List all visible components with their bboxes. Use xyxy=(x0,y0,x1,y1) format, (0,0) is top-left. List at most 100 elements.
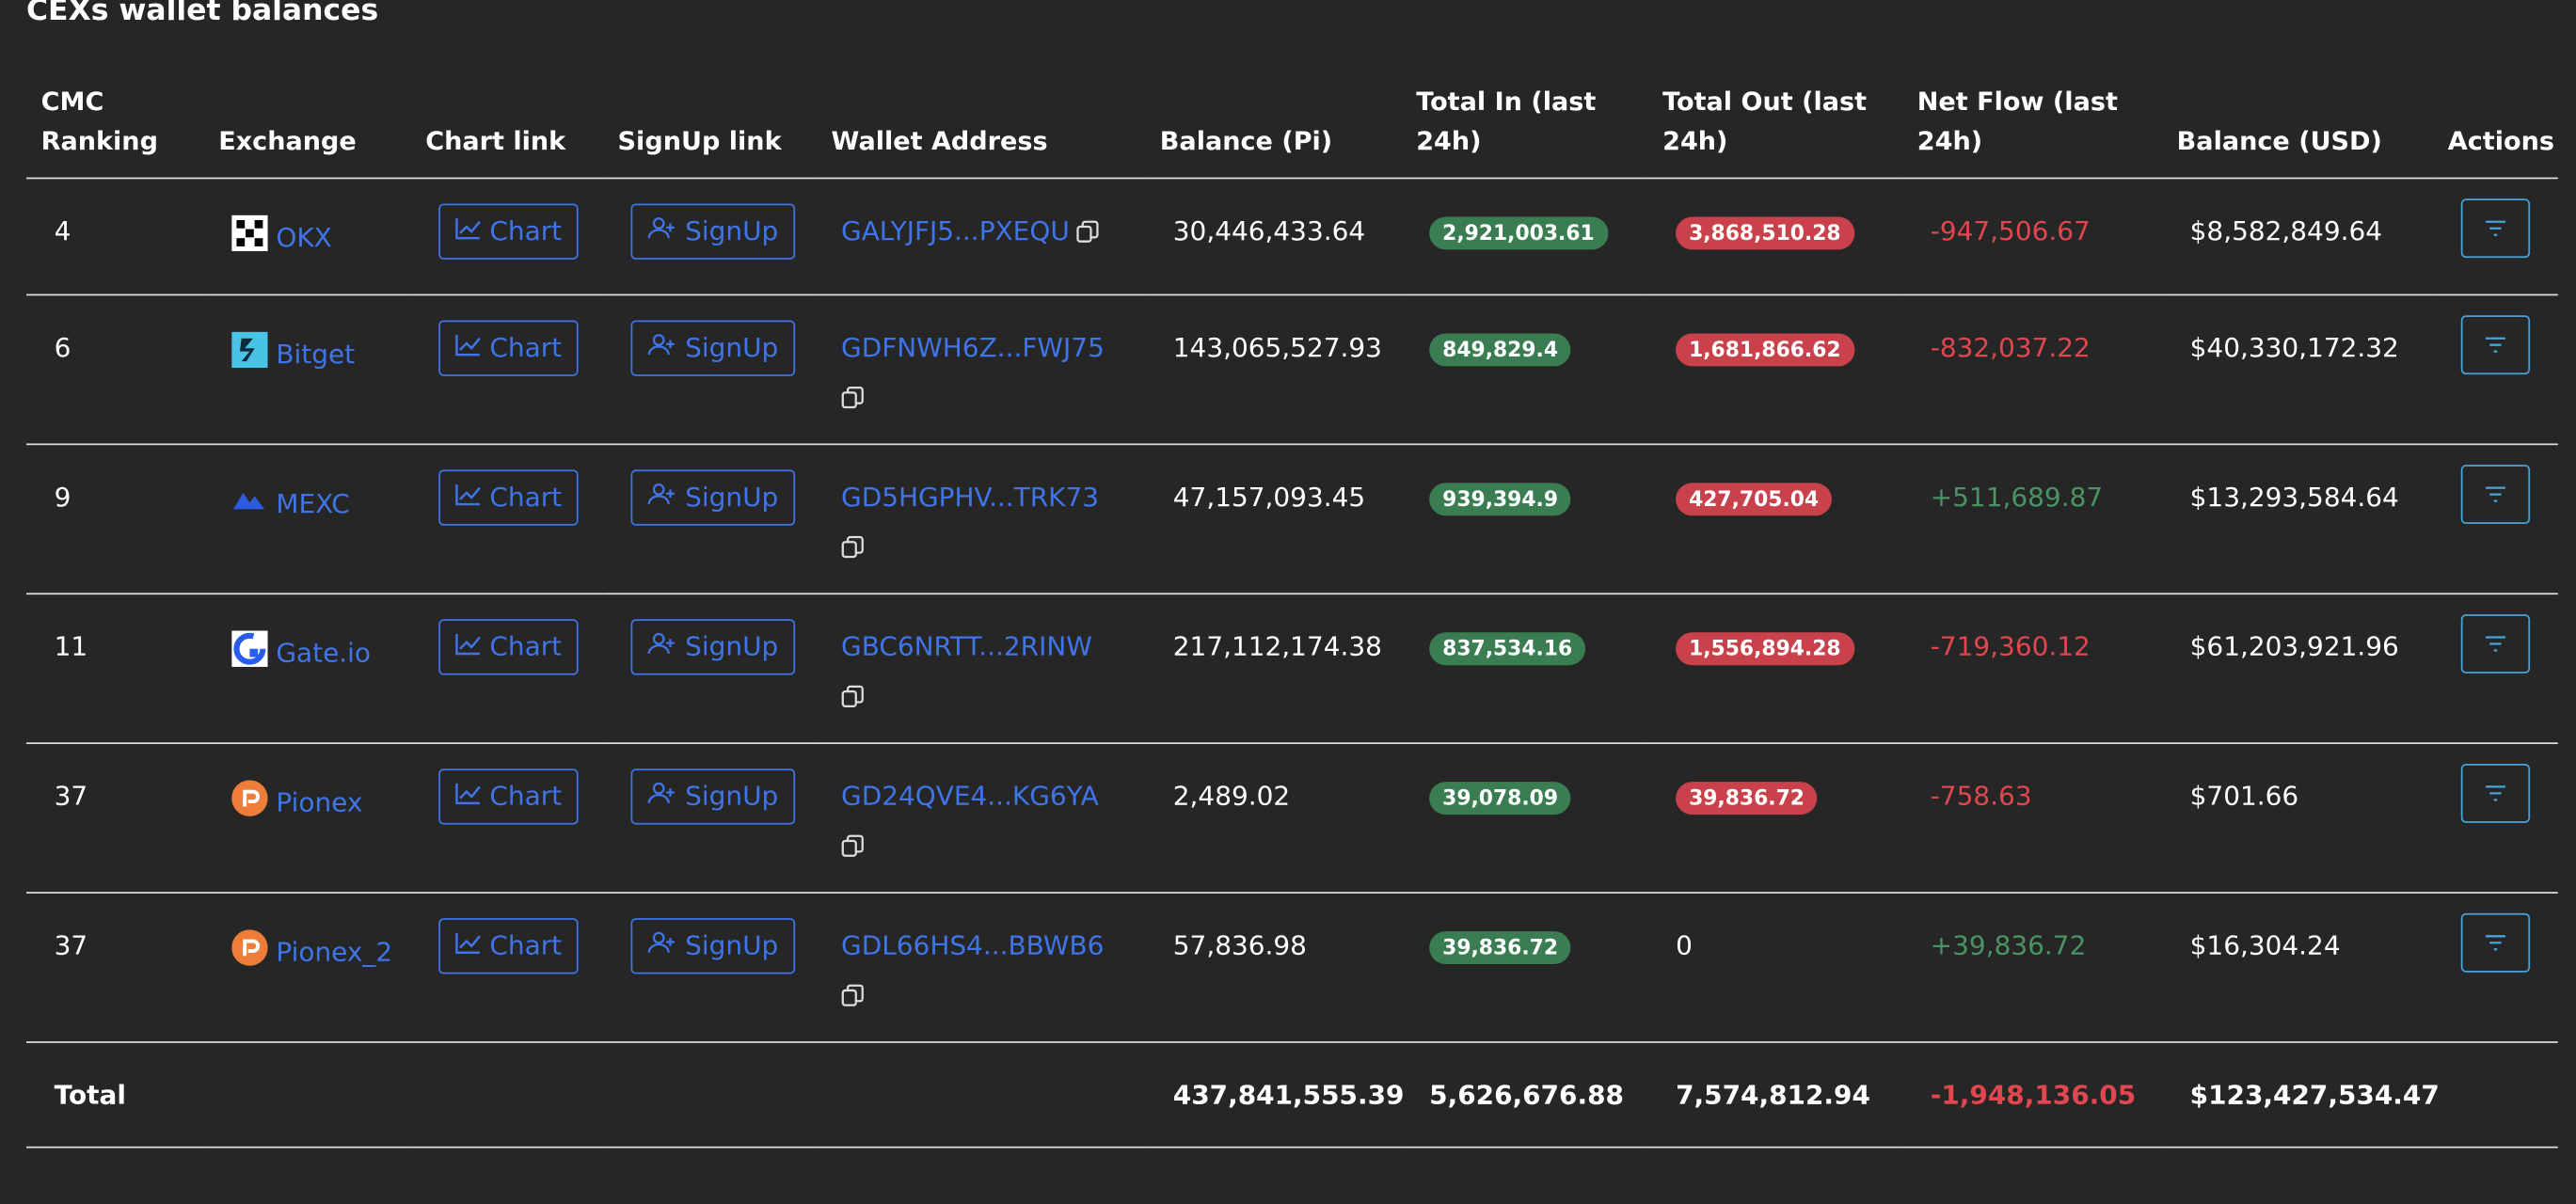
wallet-address[interactable]: GD24QVE4...KG6YA xyxy=(841,780,1099,812)
chart-button[interactable]: Chart xyxy=(438,918,579,974)
balance-pi: 57,836.98 xyxy=(1145,893,1402,1043)
net-flow: -758.63 xyxy=(1902,743,2162,894)
header-line: Ranking xyxy=(40,126,158,156)
header-text: Chart link xyxy=(425,126,566,156)
action-button[interactable] xyxy=(2460,912,2531,973)
chart-cell: Chart xyxy=(410,294,603,446)
chart-button[interactable]: Chart xyxy=(438,203,579,260)
cmc-ranking: 6 xyxy=(25,294,204,446)
actions-cell xyxy=(2433,178,2558,296)
signup-label: SignUp xyxy=(685,630,779,662)
signup-cell: SignUp xyxy=(602,178,817,296)
chart-label: Chart xyxy=(489,630,563,662)
column-header: SignUp link xyxy=(602,82,817,180)
address-cell: GBC6NRTT...2RINW xyxy=(816,594,1146,745)
total-out-badge: 1,556,894.28 xyxy=(1676,632,1854,666)
total-out-cell: 427,705.04 xyxy=(1647,444,1903,595)
exchange-link[interactable]: Pionex xyxy=(276,786,363,818)
copy-icon[interactable] xyxy=(841,979,1132,1012)
exchange-link[interactable]: Bitget xyxy=(276,338,356,370)
exchange-logo xyxy=(231,929,276,967)
signup-label: SignUp xyxy=(685,929,779,961)
action-button[interactable] xyxy=(2460,198,2531,259)
signup-icon xyxy=(647,929,676,962)
signup-icon xyxy=(647,631,676,664)
exchange-logo xyxy=(231,331,276,370)
exchange-cell: MEXC xyxy=(203,444,411,595)
total-label: Total xyxy=(25,1041,204,1149)
table-row: 9 MEXC Chart SignUp GD5HGPHV...TRK73 47,157,0… xyxy=(25,444,2558,595)
copy-icon[interactable] xyxy=(841,531,1132,563)
chart-button[interactable]: Chart xyxy=(438,768,579,825)
copy-icon[interactable] xyxy=(841,830,1132,863)
header-text: Wallet Address xyxy=(831,126,1048,156)
wallet-address[interactable]: GDFNWH6Z...FWJ75 xyxy=(841,331,1105,363)
column-header: Wallet Address xyxy=(816,82,1146,180)
column-header: Exchange xyxy=(203,82,411,180)
empty-cell xyxy=(602,1041,817,1149)
signup-cell: SignUp xyxy=(602,444,817,595)
balance-pi: 143,065,527.93 xyxy=(1145,294,1402,446)
empty-cell xyxy=(410,1041,603,1149)
exchange-link[interactable]: Pionex_2 xyxy=(276,936,393,968)
signup-button[interactable]: SignUp xyxy=(630,320,795,376)
address-cell: GD24QVE4...KG6YA xyxy=(816,743,1146,894)
signup-button[interactable]: SignUp xyxy=(630,203,795,260)
action-button[interactable] xyxy=(2460,763,2531,823)
total-in-badge: 39,078.09 xyxy=(1429,782,1572,816)
table-row: 37 Pionex Chart SignUp GD24QVE4...KG6YA 2,489… xyxy=(25,743,2558,894)
signup-button[interactable]: SignUp xyxy=(630,768,795,825)
net-flow: +511,689.87 xyxy=(1902,444,2162,595)
actions-cell xyxy=(2433,743,2558,894)
signup-button[interactable]: SignUp xyxy=(630,619,795,675)
header-line: Total Out (last xyxy=(1662,87,1868,117)
copy-icon[interactable] xyxy=(841,381,1132,414)
exchange-cell: Bitget xyxy=(203,294,411,446)
empty-cell xyxy=(816,1041,1146,1149)
net-flow: -832,037.22 xyxy=(1902,294,2162,446)
signup-label: SignUp xyxy=(685,331,779,363)
title: CEXs wallet balances xyxy=(25,0,379,28)
signup-button[interactable]: SignUp xyxy=(630,469,795,526)
signup-icon xyxy=(647,215,676,248)
exchange-link[interactable]: OKX xyxy=(276,221,332,253)
wallet-address[interactable]: GD5HGPHV...TRK73 xyxy=(841,481,1099,513)
total-out-badge: 427,705.04 xyxy=(1676,483,1833,516)
cmc-ranking: 37 xyxy=(25,893,204,1043)
wallet-address[interactable]: GALYJFJ5...PXEQU xyxy=(841,214,1070,246)
total-in: 5,626,676.88 xyxy=(1401,1041,1648,1149)
chart-button[interactable]: Chart xyxy=(438,619,579,675)
address-cell: GDFNWH6Z...FWJ75 xyxy=(816,294,1146,446)
exchange-logo xyxy=(231,630,276,669)
exchange-logo xyxy=(231,488,276,519)
total-out-text: 0 xyxy=(1676,929,1693,961)
exchange-link[interactable]: Gate.io xyxy=(276,637,372,669)
actions-cell xyxy=(2433,893,2558,1043)
actions-cell xyxy=(2433,444,2558,595)
header-line: Net Flow (last xyxy=(1916,87,2118,117)
column-header: Total Out (last 24h) xyxy=(1647,82,1903,180)
chart-button[interactable]: Chart xyxy=(438,320,579,376)
wallet-address[interactable]: GDL66HS4...BBWB6 xyxy=(841,929,1105,961)
copy-icon[interactable] xyxy=(1076,215,1099,246)
copy-icon[interactable] xyxy=(841,680,1132,713)
table-row: 6 Bitget Chart SignUp GDFNWH6Z...FWJ75 143,06… xyxy=(25,294,2558,446)
signup-cell: SignUp xyxy=(602,294,817,446)
wallet-address[interactable]: GBC6NRTT...2RINW xyxy=(841,630,1092,662)
action-button[interactable] xyxy=(2460,614,2531,673)
action-button[interactable] xyxy=(2460,315,2531,375)
header-row: CMC Ranking Exchange Chart link SignUp link W… xyxy=(25,82,2558,180)
balance-usd: $8,582,849.64 xyxy=(2161,178,2434,296)
header-text: Exchange xyxy=(218,126,357,156)
column-header: Total In (last 24h) xyxy=(1401,82,1648,180)
chart-button[interactable]: Chart xyxy=(438,469,579,526)
signup-button[interactable]: SignUp xyxy=(630,918,795,974)
balance-pi: 30,446,433.64 xyxy=(1145,178,1402,296)
action-button[interactable] xyxy=(2460,465,2531,525)
exchange-link[interactable]: MEXC xyxy=(276,487,350,519)
header-line: CMC xyxy=(40,87,104,117)
column-header: Net Flow (last 24h) xyxy=(1902,82,2162,180)
chart-cell: Chart xyxy=(410,893,603,1043)
total-balance-usd: $123,427,534.47 xyxy=(2161,1041,2440,1149)
